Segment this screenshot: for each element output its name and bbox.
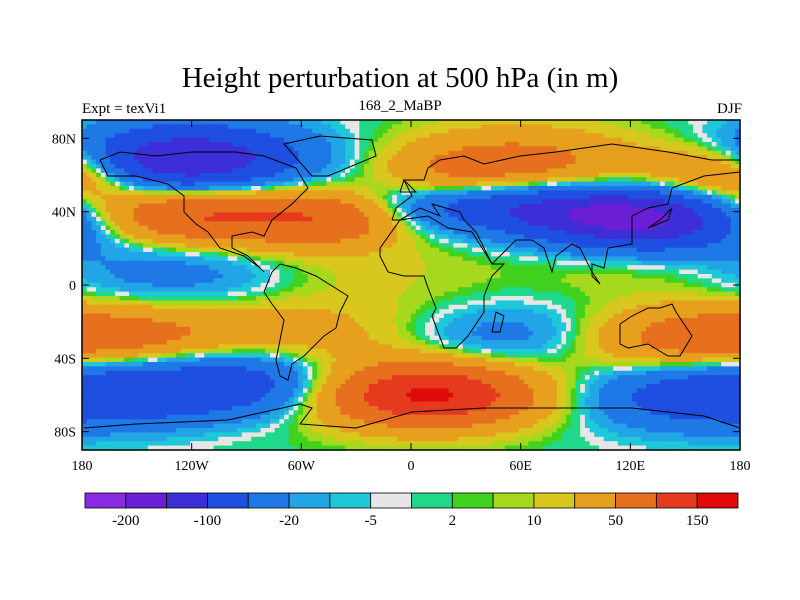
x-tick-label: 180	[72, 459, 93, 474]
colorbar-label: 10	[526, 513, 541, 529]
colorbar-label: -200	[112, 513, 140, 529]
colorbar-swatch	[207, 492, 249, 509]
x-tick-label: 0	[408, 459, 415, 474]
colorbar-label: 50	[608, 513, 623, 529]
colorbar-swatch	[247, 492, 290, 509]
x-tick-label: 60W	[288, 459, 316, 474]
colorbar-swatch	[84, 492, 127, 509]
colorbar-swatch	[451, 492, 494, 509]
colorbar-swatch	[696, 492, 739, 509]
colorbar-swatch	[655, 492, 698, 509]
x-tick-label: 180	[730, 459, 751, 474]
y-axis: 80N 40N 0 40S 80S	[52, 132, 740, 441]
y-tick-label: 80S	[54, 426, 76, 441]
colorbar-label: 150	[686, 513, 709, 529]
y-tick-label: 40N	[52, 206, 76, 221]
colorbar-label: -100	[194, 513, 222, 529]
chart-title: Height perturbation at 500 hPa (in m)	[181, 62, 619, 94]
colorbar-swatch	[615, 492, 657, 509]
y-tick-label: 40S	[54, 352, 76, 367]
colorbar: -200 -100 -20 -5 2 10 50 150	[84, 492, 739, 529]
y-tick-label: 80N	[52, 132, 76, 147]
colorbar-swatch	[288, 492, 331, 509]
colorbar-label: -5	[364, 513, 377, 529]
colorbar-label: 2	[449, 513, 457, 529]
season-label: DJF	[716, 101, 742, 117]
y-tick-label: 0	[69, 279, 76, 294]
colorbar-swatch	[574, 492, 616, 509]
case-label: 168_2_MaBP	[358, 98, 442, 114]
x-tick-label: 60E	[509, 459, 532, 474]
experiment-label: Expt = texVi1	[82, 101, 167, 117]
x-axis: 180 120W 60W 0 60E 120E 180	[72, 120, 751, 474]
colorbar-label: -20	[279, 513, 299, 529]
colorbar-swatch	[370, 492, 412, 509]
colorbar-swatch	[125, 492, 168, 509]
x-tick-label: 120W	[175, 459, 210, 474]
coastline-outline	[83, 135, 741, 429]
colorbar-swatch	[533, 492, 576, 509]
contour-field	[82, 120, 741, 451]
x-tick-label: 120E	[616, 459, 646, 474]
colorbar-swatch	[492, 492, 535, 509]
colorbar-swatch	[411, 492, 453, 509]
colorbar-swatch	[329, 492, 372, 509]
colorbar-swatch	[166, 492, 208, 509]
